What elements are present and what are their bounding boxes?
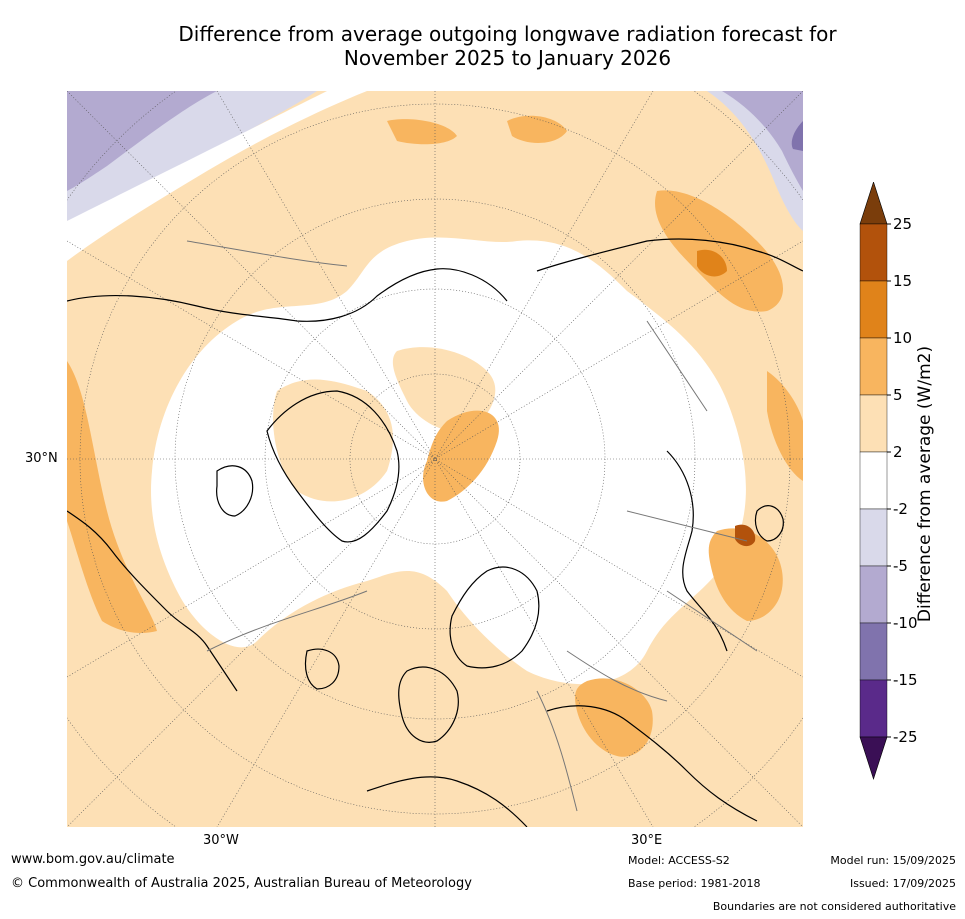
colorbar-swatch bbox=[859, 565, 888, 624]
colorbar-svg: 25 15 10 5 2 -2 -5 -10 -15 -25 bbox=[859, 181, 918, 780]
anomaly-field-greenland bbox=[273, 379, 393, 502]
label-lat-30n: 30°N bbox=[25, 451, 58, 466]
anomaly-field-5-10-east bbox=[767, 371, 803, 481]
footer-model: Model: ACCESS-S2 bbox=[628, 854, 730, 867]
map-svg bbox=[67, 91, 803, 827]
colorbar-swatch bbox=[859, 280, 888, 339]
anomaly-field-15-25-asia bbox=[735, 524, 756, 547]
footer-copyright: © Commonwealth of Australia 2025, Austra… bbox=[11, 876, 472, 891]
anomaly-field-5-10-pacific bbox=[67, 361, 157, 633]
footer-issued: Issued: 17/09/2025 bbox=[849, 877, 956, 890]
anomaly-field-neg10-ne bbox=[791, 121, 803, 151]
anomaly-field-neg5-neg10-nw bbox=[67, 91, 217, 191]
footer-boundaries: Boundaries are not considered authoritat… bbox=[712, 900, 956, 913]
graticule bbox=[67, 91, 803, 827]
colorbar-swatch bbox=[859, 337, 888, 396]
colorbar-swatch bbox=[859, 223, 888, 282]
anomaly-field-neg5-neg10-ne bbox=[722, 91, 803, 191]
country-borders bbox=[186, 240, 758, 812]
footer-url: www.bom.gov.au/climate bbox=[11, 852, 175, 867]
anomaly-field-5-10-arctic bbox=[423, 410, 499, 502]
label-lon-30e: 30°E bbox=[631, 833, 663, 848]
label-lon-30w: 30°W bbox=[203, 833, 239, 848]
colorbar: 25 15 10 5 2 -2 -5 -10 -15 -25 bbox=[850, 181, 960, 782]
colorbar-title: Difference from average (W/m2) bbox=[915, 345, 935, 623]
colorbar-tick-label: 5 bbox=[893, 386, 903, 404]
polar-map bbox=[67, 91, 803, 827]
anomaly-field-5-10-north bbox=[387, 119, 457, 145]
map-title: Difference from average outgoing longwav… bbox=[0, 22, 965, 70]
colorbar-tick-label: 25 bbox=[893, 215, 912, 233]
anomaly-field-5-10-mideast bbox=[575, 678, 653, 757]
colorbar-tick-label: -5 bbox=[893, 557, 908, 575]
anomaly-field-5-10-asia bbox=[708, 528, 783, 621]
colorbar-swatch bbox=[859, 394, 888, 453]
colorbar-swatch bbox=[859, 451, 888, 510]
colorbar-tick-label: -10 bbox=[893, 614, 918, 632]
anomaly-field-5-10-siberia bbox=[655, 190, 784, 312]
title-line-2: November 2025 to January 2026 bbox=[343, 46, 672, 70]
colorbar-tick-label: -15 bbox=[893, 671, 918, 689]
colorbar-tick-label: -2 bbox=[893, 500, 908, 518]
colorbar-tick-label: 15 bbox=[893, 272, 912, 290]
coastlines bbox=[67, 238, 803, 827]
anomaly-field-arctic bbox=[392, 347, 496, 432]
colorbar-tick-label: -25 bbox=[893, 728, 918, 746]
colorbar-swatch bbox=[859, 622, 888, 681]
colorbar-extend-min bbox=[859, 736, 888, 780]
colorbar-swatch bbox=[859, 508, 888, 567]
anomaly-field-10-15-siberia bbox=[697, 249, 727, 277]
footer-model-run: Model run: 15/09/2025 bbox=[830, 854, 956, 867]
colorbar-extend-max bbox=[859, 181, 888, 225]
footer-base-period: Base period: 1981-2018 bbox=[628, 877, 761, 890]
colorbar-tick-label: 2 bbox=[893, 443, 903, 461]
anomaly-field-5-10-north-2 bbox=[507, 115, 567, 143]
colorbar-tick-label: 10 bbox=[893, 329, 912, 347]
colorbar-swatch bbox=[859, 679, 888, 738]
title-line-1: Difference from average outgoing longwav… bbox=[178, 22, 837, 46]
